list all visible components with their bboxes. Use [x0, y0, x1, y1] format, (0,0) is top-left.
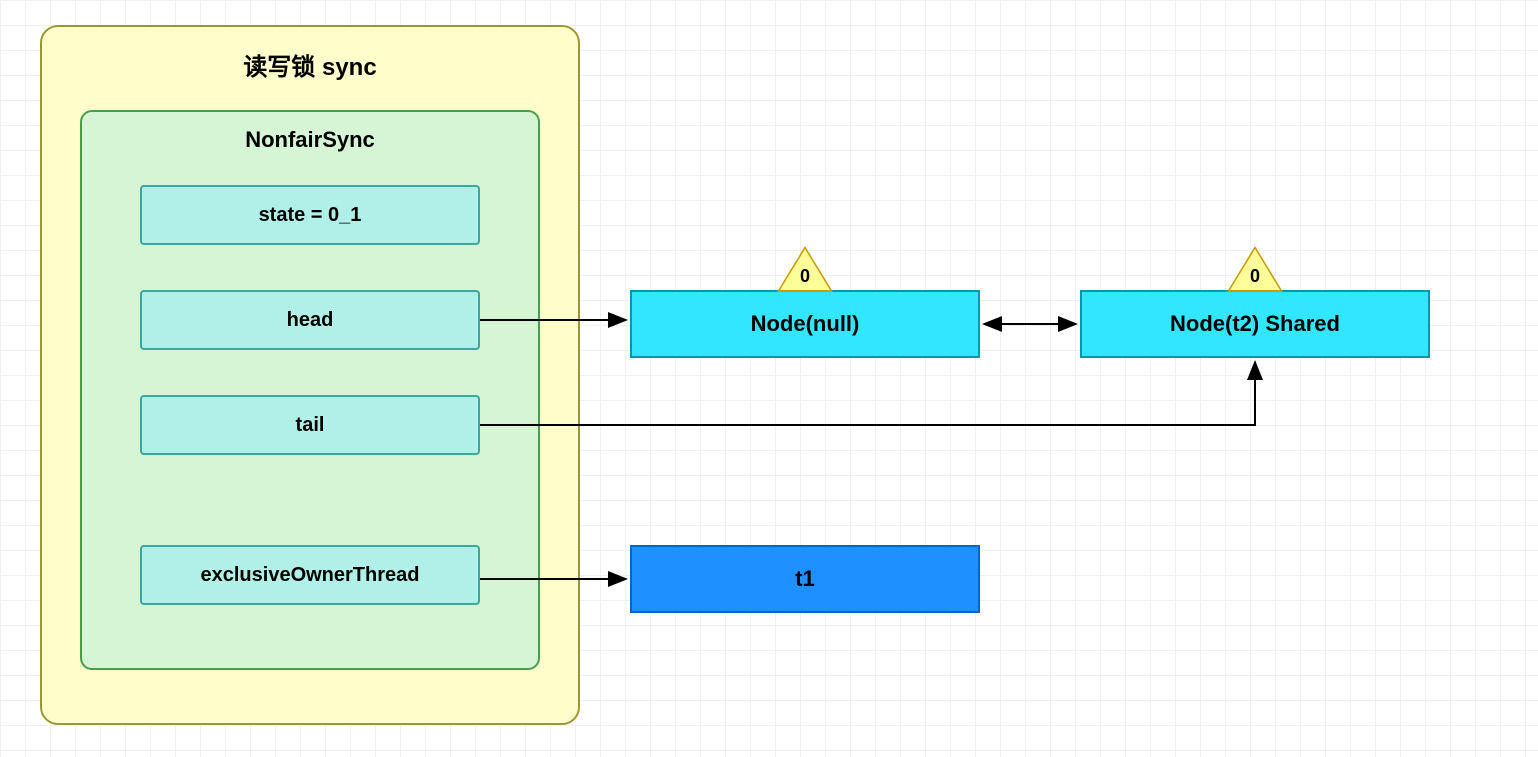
inner-sync-title: NonfairSync	[82, 127, 538, 153]
node-t1-label: t1	[795, 566, 815, 592]
field-head-label: head	[287, 309, 334, 332]
diagram-container: 读写锁 sync NonfairSync state = 0_1 head ta…	[0, 0, 1538, 757]
field-eot-label: exclusiveOwnerThread	[201, 564, 420, 587]
field-state-label: state = 0_1	[259, 204, 362, 227]
triangle-null-label: 0	[797, 266, 813, 287]
outer-sync-title: 读写锁 sync	[42, 47, 578, 82]
node-t1-box: t1	[630, 545, 980, 613]
triangle-t2-label: 0	[1247, 266, 1263, 287]
triangle-t2: 0	[1227, 246, 1283, 292]
node-null-box: Node(null)	[630, 290, 980, 358]
field-exclusive-owner-thread: exclusiveOwnerThread	[140, 545, 480, 605]
field-state: state = 0_1	[140, 185, 480, 245]
node-null-label: Node(null)	[751, 311, 860, 337]
triangle-null: 0	[777, 246, 833, 292]
field-head: head	[140, 290, 480, 350]
node-t2-label: Node(t2) Shared	[1170, 311, 1340, 337]
field-tail-label: tail	[296, 414, 325, 437]
node-t2-box: Node(t2) Shared	[1080, 290, 1430, 358]
field-tail: tail	[140, 395, 480, 455]
